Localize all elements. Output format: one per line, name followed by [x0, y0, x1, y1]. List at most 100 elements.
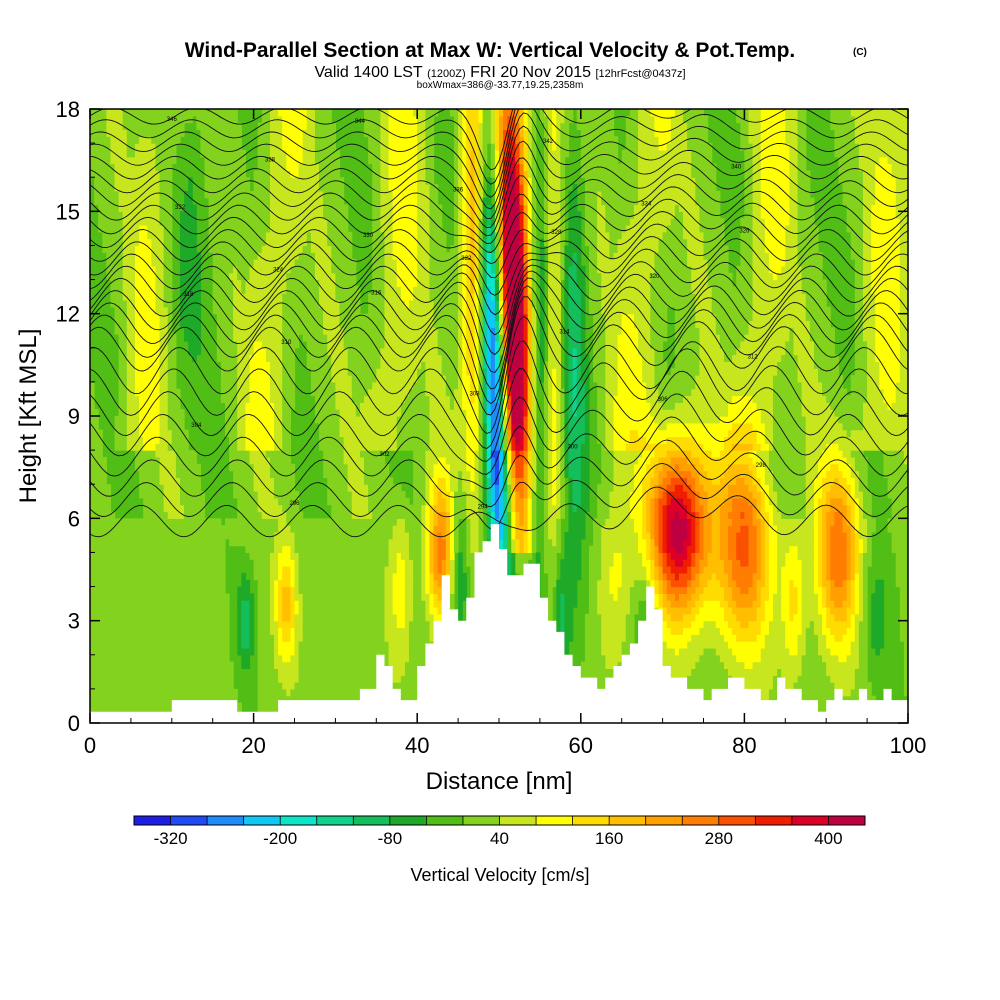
velocity-cell — [159, 300, 165, 308]
velocity-cell — [257, 688, 263, 697]
velocity-cell — [364, 531, 369, 540]
velocity-cell — [302, 525, 308, 533]
velocity-cell — [184, 511, 189, 519]
velocity-cell — [147, 115, 152, 124]
velocity-cell — [171, 682, 177, 690]
velocity-cell — [241, 504, 247, 513]
velocity-cell — [290, 600, 296, 608]
velocity-cell — [134, 197, 140, 206]
velocity-cell — [323, 647, 328, 656]
velocity-cell — [216, 347, 222, 356]
velocity-cell — [110, 682, 116, 690]
velocity-cell — [188, 682, 193, 690]
velocity-cell — [106, 265, 112, 274]
velocity-cell — [229, 272, 234, 281]
velocity-cell — [290, 627, 296, 635]
velocity-cell — [327, 334, 332, 342]
velocity-cell — [204, 579, 210, 588]
velocity-cell — [257, 129, 263, 137]
velocity-cell — [159, 456, 165, 465]
velocity-cell — [118, 627, 124, 635]
velocity-cell — [143, 354, 148, 363]
velocity-cell — [265, 416, 271, 424]
velocity-cell — [220, 211, 226, 219]
velocity-cell — [171, 429, 177, 438]
velocity-cell — [355, 675, 361, 683]
velocity-cell — [224, 654, 230, 663]
velocity-cell — [220, 620, 226, 629]
velocity-cell — [339, 456, 345, 465]
velocity-cell — [130, 245, 136, 253]
velocity-cell — [323, 204, 328, 212]
velocity-cell — [269, 593, 275, 601]
velocity-cell — [364, 613, 369, 622]
velocity-cell — [265, 272, 271, 281]
velocity-cell — [208, 163, 214, 171]
velocity-cell — [155, 572, 161, 581]
velocity-cell — [364, 600, 369, 608]
velocity-cell — [290, 272, 296, 281]
velocity-cell — [147, 347, 152, 356]
velocity-cell — [188, 654, 193, 663]
velocity-cell — [134, 231, 140, 240]
velocity-cell — [253, 190, 259, 199]
velocity-cell — [339, 300, 345, 308]
velocity-cell — [294, 279, 300, 287]
velocity-cell — [220, 327, 226, 335]
velocity-cell — [134, 566, 140, 574]
velocity-cell — [163, 211, 169, 219]
velocity-cell — [314, 518, 320, 526]
velocity-cell — [265, 143, 271, 151]
velocity-cell — [265, 484, 271, 492]
velocity-cell — [274, 538, 279, 547]
velocity-cell — [331, 620, 336, 629]
velocity-cell — [179, 109, 185, 117]
velocity-cell — [265, 634, 271, 642]
velocity-cell — [339, 497, 345, 506]
velocity-cell — [290, 525, 296, 533]
velocity-cell — [130, 136, 136, 144]
velocity-cell — [106, 668, 112, 676]
velocity-cell — [229, 375, 234, 383]
velocity-cell — [192, 552, 197, 560]
velocity-cell — [327, 491, 332, 499]
velocity-cell — [245, 497, 251, 506]
velocity-cell — [110, 177, 116, 185]
velocity-cell — [253, 320, 259, 328]
velocity-cell — [98, 136, 103, 144]
velocity-cell — [171, 661, 177, 670]
velocity-cell — [290, 559, 296, 567]
velocity-cell — [143, 572, 148, 581]
velocity-cell — [126, 375, 132, 383]
velocity-cell — [155, 538, 161, 547]
velocity-cell — [331, 559, 336, 567]
velocity-cell — [323, 634, 328, 642]
velocity-cell — [98, 647, 103, 656]
velocity-cell — [306, 109, 312, 117]
velocity-cell — [94, 504, 99, 513]
velocity-cell — [151, 170, 157, 178]
velocity-cell — [159, 436, 165, 444]
velocity-cell — [282, 293, 287, 301]
velocity-cell — [159, 218, 165, 226]
velocity-cell — [167, 416, 173, 424]
velocity-cell — [335, 627, 341, 635]
velocity-cell — [355, 436, 361, 444]
velocity-cell — [257, 218, 263, 226]
velocity-cell — [261, 279, 267, 287]
velocity-cell — [314, 245, 320, 253]
velocity-cell — [257, 245, 263, 253]
velocity-cell — [237, 252, 242, 260]
velocity-cell — [102, 497, 107, 506]
velocity-cell — [323, 620, 328, 629]
velocity-cell — [139, 675, 144, 683]
velocity-cell — [347, 313, 353, 322]
velocity-cell — [335, 552, 341, 560]
velocity-cell — [274, 136, 279, 144]
velocity-cell — [216, 252, 222, 260]
velocity-cell — [184, 491, 189, 499]
velocity-cell — [163, 252, 169, 260]
velocity-cell — [126, 518, 132, 526]
velocity-cell — [196, 497, 202, 506]
velocity-cell — [159, 354, 165, 363]
